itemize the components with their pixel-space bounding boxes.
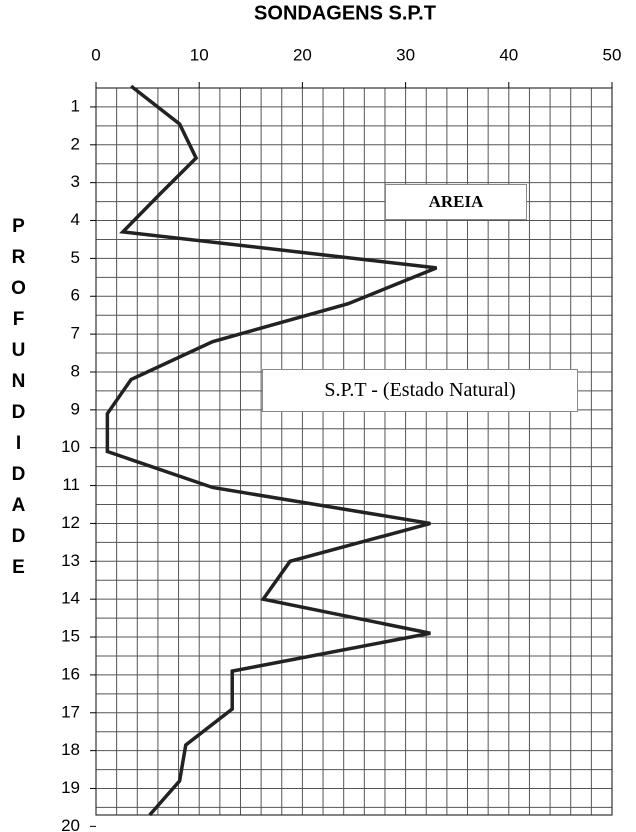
x-tick-label: 50 [603, 45, 622, 64]
y-axis-label: PROFUNDIDADE [8, 216, 29, 588]
y-tick-label: 8 [71, 361, 80, 380]
y-tick-label: 4 [71, 210, 80, 229]
y-tick-label: 10 [61, 437, 80, 456]
y-tick-label: 14 [61, 589, 80, 608]
x-tick-label: 0 [91, 45, 100, 64]
y-tick-label: 9 [71, 399, 80, 418]
annotation: S.P.T - (Estado Natural) [262, 369, 578, 412]
y-tick-label: 12 [61, 513, 80, 532]
y-tick-label: 1 [71, 96, 80, 115]
spt-line [105, 84, 438, 817]
y-tick-label: 15 [61, 627, 80, 646]
y-tick-label: 3 [71, 172, 80, 191]
x-tick-label: 20 [293, 45, 312, 64]
y-tick-label: 19 [61, 778, 80, 797]
y-tick-label: 5 [71, 248, 80, 267]
y-tick-label: 17 [61, 702, 80, 721]
y-tick-label: 18 [61, 740, 80, 759]
y-tick-label: 7 [71, 324, 80, 343]
x-tick-label: 10 [190, 45, 209, 64]
plot-frame [95, 87, 613, 816]
x-tick-label: 40 [499, 45, 518, 64]
y-tick-label: 6 [71, 286, 80, 305]
chart-title: SONDAGENS S.P.T [254, 2, 436, 24]
y-tick-label: 2 [71, 134, 80, 153]
y-tick-label: 13 [61, 551, 80, 570]
y-tick-label: 16 [61, 664, 80, 683]
y-tick-label: 20 [61, 816, 80, 832]
x-tick-label: 30 [396, 45, 415, 64]
y-tick-label: 11 [62, 475, 80, 494]
annotation: AREIA [385, 184, 527, 220]
